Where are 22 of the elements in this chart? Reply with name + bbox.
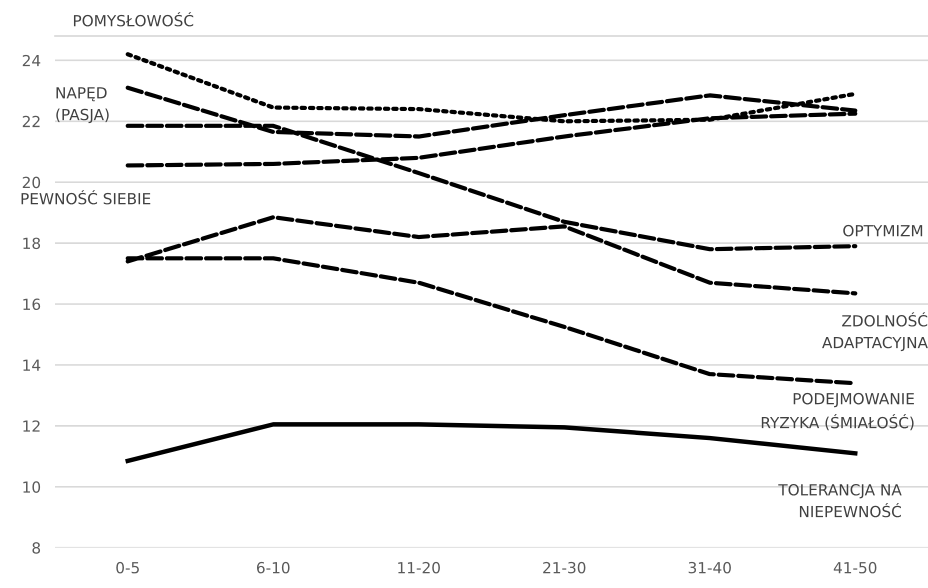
x-tick-label: 0-5	[116, 562, 139, 574]
x-tick-label: 41-50	[834, 562, 876, 574]
y-tick-label: 16	[23, 298, 40, 310]
series-label: ZDOLNOŚĆ ADAPTACYJNA	[822, 312, 928, 352]
series-label: PODEJMOWANIE RYZYKA (ŚMIAŁOŚĆ)	[762, 392, 914, 430]
x-tick-label: 6-10	[256, 562, 290, 574]
text: POMYSŁOWOŚĆ	[74, 12, 194, 26]
series-label: OPTYMIZM	[843, 224, 922, 236]
y-tick-label: 8	[32, 542, 40, 554]
series-label: PEWNOŚĆ SIEBIE	[22, 190, 150, 204]
series-label: NAPĘD (PASJA)	[56, 87, 109, 124]
x-tick-label: 11-20	[398, 562, 440, 574]
y-tick-label: 24	[22, 54, 40, 66]
y-tick-label: 12	[23, 420, 40, 432]
y-tick-label: 14	[23, 360, 40, 371]
text: TOLERANCJA NA NIEPEWNOŚĆ	[778, 484, 902, 518]
x-tick-label: 31-40	[688, 562, 731, 574]
y-tick-label: 22	[22, 116, 40, 128]
x-tick-label: 21-30	[543, 562, 586, 574]
y-tick-label: 20	[22, 176, 40, 188]
y-tick-label: 18	[23, 238, 40, 250]
y-tick-label: 10	[23, 481, 40, 493]
